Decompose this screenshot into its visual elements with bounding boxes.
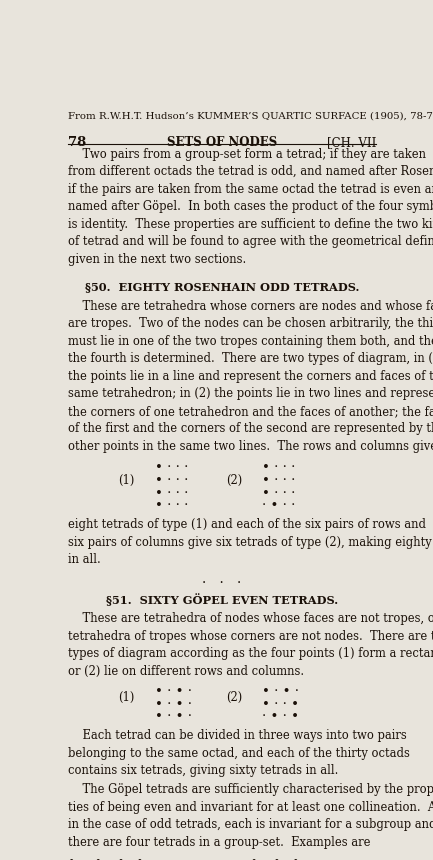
Text: are tropes.  Two of the nodes can be chosen arbitrarily, the third: are tropes. Two of the nodes can be chos… bbox=[68, 317, 433, 330]
Text: tetrahedra of tropes whose corners are not nodes.  There are two: tetrahedra of tropes whose corners are n… bbox=[68, 630, 433, 642]
Text: • · · ·: • · · · bbox=[155, 474, 188, 487]
Text: • · • ·: • · • · bbox=[155, 697, 192, 710]
Text: Each tetrad can be divided in three ways into two pairs: Each tetrad can be divided in three ways… bbox=[68, 729, 406, 742]
Text: (2): (2) bbox=[226, 474, 242, 487]
Text: eight tetrads of type (1) and each of the six pairs of rows and: eight tetrads of type (1) and each of th… bbox=[68, 519, 426, 531]
Text: (1): (1) bbox=[118, 474, 135, 487]
Text: or (2) lie on different rows and columns.: or (2) lie on different rows and columns… bbox=[68, 665, 304, 678]
Text: • · · •: • · · • bbox=[262, 697, 299, 710]
Text: • · · ·: • · · · bbox=[262, 462, 296, 475]
Text: ·   ·   ·: · · · bbox=[202, 576, 242, 590]
Text: • · · ·: • · · · bbox=[262, 487, 296, 500]
Text: must lie in one of the two tropes containing them both, and then: must lie in one of the two tropes contai… bbox=[68, 335, 433, 347]
Text: • · · ·: • · · · bbox=[155, 462, 188, 475]
Text: of the first and the corners of the second are represented by the: of the first and the corners of the seco… bbox=[68, 422, 433, 435]
Text: • · • ·: • · • · bbox=[262, 685, 299, 698]
Text: From R.W.H.T. Hudson’s KUMMER’S QUARTIC SURFACE (1905), 78-79: From R.W.H.T. Hudson’s KUMMER’S QUARTIC … bbox=[68, 112, 433, 120]
Text: six pairs of columns give six tetrads of type (2), making eighty: six pairs of columns give six tetrads of… bbox=[68, 536, 431, 549]
Text: • · • ·: • · • · bbox=[155, 685, 192, 698]
Text: of tetrad and will be found to agree with the geometrical definitions: of tetrad and will be found to agree wit… bbox=[68, 236, 433, 249]
Text: • · · •  · • · •: • · · • · • · • bbox=[68, 856, 143, 860]
Text: (1): (1) bbox=[118, 691, 135, 704]
Text: • · • ·: • · • · bbox=[155, 710, 192, 723]
Text: The Göpel tetrads are sufficiently characterised by the proper-: The Göpel tetrads are sufficiently chara… bbox=[68, 783, 433, 796]
Text: (2): (2) bbox=[226, 691, 242, 704]
Text: types of diagram according as the four points (1) form a rectangle: types of diagram according as the four p… bbox=[68, 648, 433, 660]
Text: named after Göpel.  In both cases the product of the four symbols: named after Göpel. In both cases the pro… bbox=[68, 200, 433, 213]
Text: from different octads the tetrad is odd, and named after Rosenhain:: from different octads the tetrad is odd,… bbox=[68, 165, 433, 178]
Text: the fourth is determined.  There are two types of diagram, in (1): the fourth is determined. There are two … bbox=[68, 353, 433, 366]
Text: other points in the same two lines.  The rows and columns give: other points in the same two lines. The … bbox=[68, 440, 433, 453]
Text: • · · ·: • · · · bbox=[262, 474, 296, 487]
Text: ties of being even and invariant for at least one collineation.  As: ties of being even and invariant for at … bbox=[68, 801, 433, 814]
Text: given in the next two sections.: given in the next two sections. bbox=[68, 253, 246, 266]
Text: the points lie in a line and represent the corners and faces of the: the points lie in a line and represent t… bbox=[68, 370, 433, 383]
Text: • · · ·: • · · · bbox=[155, 499, 188, 513]
Text: in all.: in all. bbox=[68, 554, 100, 567]
Text: These are tetrahedra of nodes whose faces are not tropes, or: These are tetrahedra of nodes whose face… bbox=[68, 612, 433, 625]
Text: same tetrahedron; in (2) the points lie in two lines and represent: same tetrahedron; in (2) the points lie … bbox=[68, 387, 433, 400]
Text: §50.  EIGHTY ROSENHAIN ODD TETRADS.: §50. EIGHTY ROSENHAIN ODD TETRADS. bbox=[85, 281, 359, 292]
Text: contains six tetrads, giving sixty tetrads in all.: contains six tetrads, giving sixty tetra… bbox=[68, 765, 338, 777]
Text: • · · ·: • · · · bbox=[155, 487, 188, 500]
Text: Two pairs from a group-set form a tetrad; if they are taken: Two pairs from a group-set form a tetrad… bbox=[68, 148, 426, 161]
Text: the corners of one tetrahedron and the faces of another; the faces: the corners of one tetrahedron and the f… bbox=[68, 405, 433, 418]
Text: These are tetrahedra whose corners are nodes and whose faces: These are tetrahedra whose corners are n… bbox=[68, 299, 433, 312]
Text: in the case of odd tetrads, each is invariant for a subgroup and: in the case of odd tetrads, each is inva… bbox=[68, 819, 433, 832]
Text: if the pairs are taken from the same octad the tetrad is even and: if the pairs are taken from the same oct… bbox=[68, 182, 433, 196]
Text: · • · ·: · • · · bbox=[262, 499, 296, 513]
Text: there are four tetrads in a group-set.  Examples are: there are four tetrads in a group-set. E… bbox=[68, 836, 370, 849]
Text: belonging to the same octad, and each of the thirty octads: belonging to the same octad, and each of… bbox=[68, 746, 410, 760]
Text: [CH. VII: [CH. VII bbox=[327, 136, 376, 149]
Text: 78: 78 bbox=[68, 136, 86, 149]
Text: is identity.  These properties are sufficient to define the two kinds: is identity. These properties are suffic… bbox=[68, 218, 433, 230]
Text: SETS OF NODES: SETS OF NODES bbox=[167, 136, 277, 149]
Text: · · • ·  • · • ·: · · • · • · • · bbox=[236, 856, 307, 860]
Text: §51.  SIXTY GÖPEL EVEN TETRADS.: §51. SIXTY GÖPEL EVEN TETRADS. bbox=[106, 593, 338, 606]
Text: · • · •: · • · • bbox=[262, 710, 299, 723]
